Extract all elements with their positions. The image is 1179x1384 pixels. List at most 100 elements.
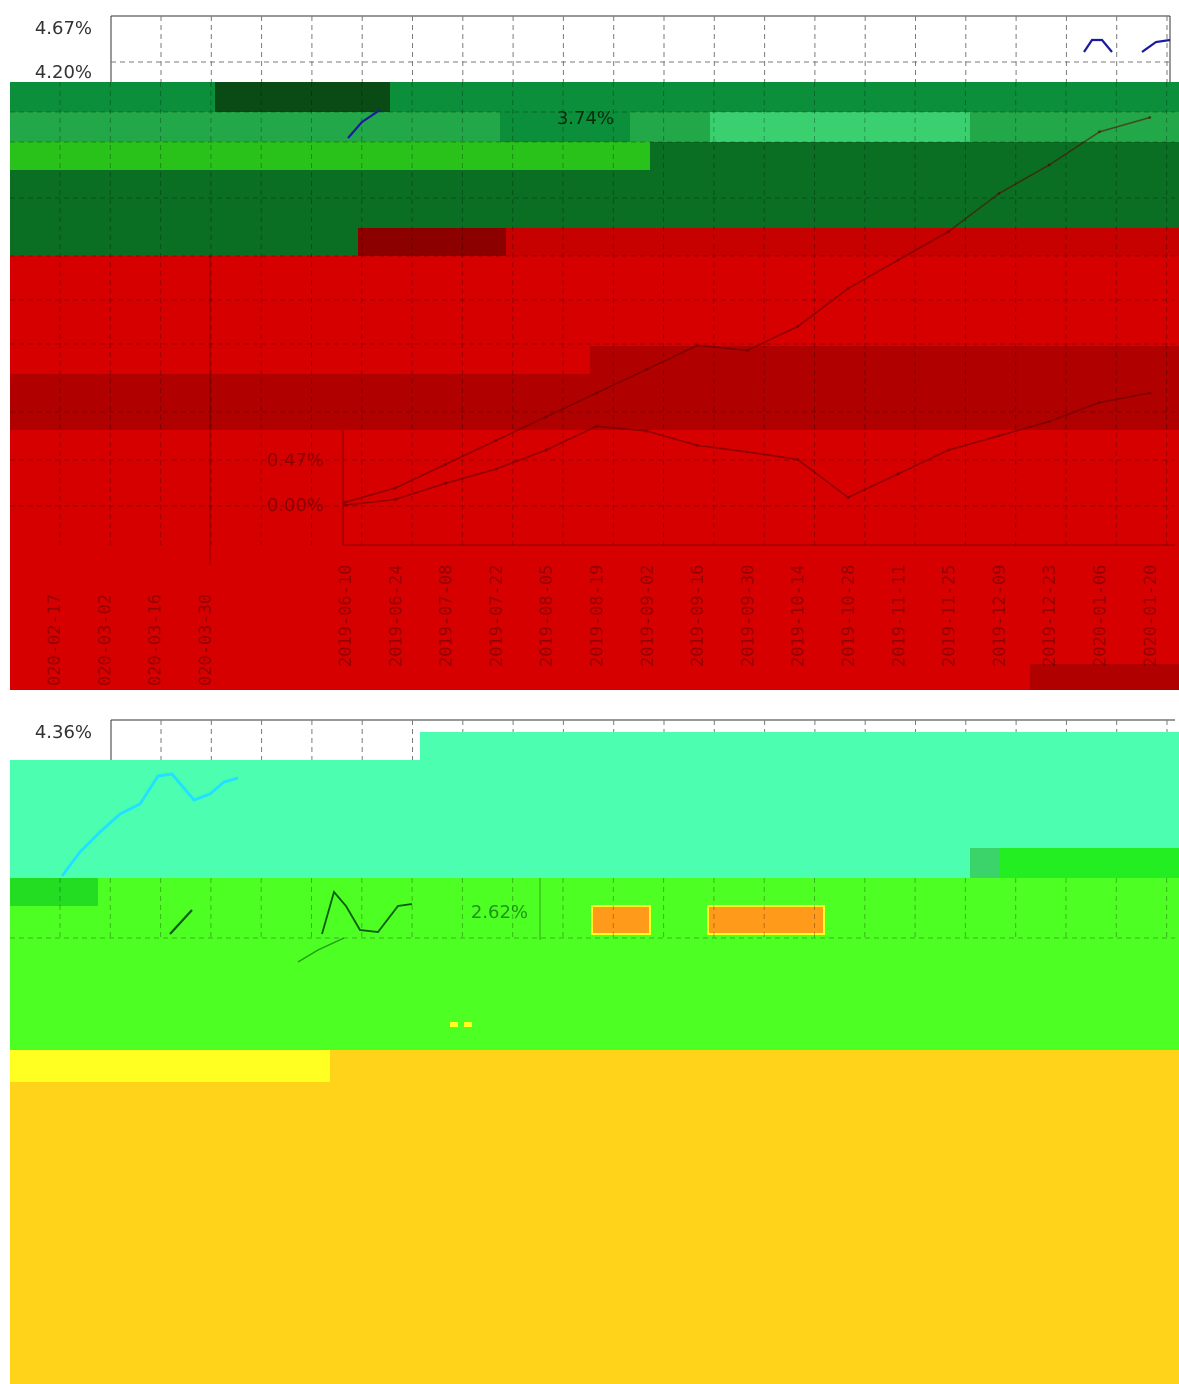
yellow-band	[330, 1050, 1179, 1384]
y-tick-label: 0.47%	[267, 450, 324, 471]
chart-panel-bottom: 4.36% 2.62%	[0, 700, 1179, 1384]
lime-band	[10, 878, 1179, 1050]
bottom-dark-grid	[10, 878, 1175, 940]
series-point	[494, 467, 498, 471]
series-segment-green	[321, 890, 413, 935]
series-point	[544, 415, 548, 419]
y-tick-label: 2.62%	[471, 902, 528, 923]
x-tick-label: 2019-07-08	[437, 565, 457, 667]
cyan-strip	[420, 732, 1179, 760]
series-line-cyan	[60, 772, 239, 877]
green-corner-left	[10, 878, 98, 906]
top-series-group	[343, 38, 1171, 507]
light-green-block	[710, 112, 970, 142]
series-point	[494, 439, 498, 442]
series-point	[1098, 401, 1101, 404]
series-segment-green	[169, 909, 193, 935]
y-tick-label: 3.74%	[557, 108, 614, 129]
x-tick-label: 2020-01-06	[1091, 565, 1111, 667]
series-point	[343, 503, 347, 507]
series-point	[997, 434, 1001, 438]
series-point	[1148, 116, 1152, 119]
x-tick-label: 020-03-16	[146, 594, 166, 686]
red-strip	[506, 228, 1179, 256]
series-point	[444, 481, 448, 485]
dark-green-block-2	[650, 142, 1179, 170]
maroon-block	[358, 228, 506, 256]
series-point	[645, 367, 649, 371]
x-tick-label: 2019-07-22	[487, 565, 507, 667]
y-tick-label: 4.20%	[35, 62, 92, 83]
series-point	[1148, 391, 1152, 395]
x-tick-label: 020-02-17	[45, 594, 65, 686]
series-point	[444, 462, 448, 466]
dark-red-corner	[1030, 664, 1179, 690]
yellow-bright-band	[10, 1050, 330, 1082]
x-tick-labels: 2019-06-10 2019-06-24 2019-07-08 2019-07-22…	[45, 565, 1161, 686]
dark-red-band	[10, 374, 1179, 430]
bottom-series-group	[60, 772, 413, 963]
series-point	[343, 500, 347, 504]
red-band	[10, 256, 1179, 690]
dark-green-block	[215, 82, 390, 112]
x-tick-label: 2019-10-14	[789, 565, 809, 667]
series-point	[695, 443, 699, 447]
x-tick-label: 2019-12-23	[1040, 565, 1060, 667]
series-point	[846, 287, 850, 290]
series-point	[393, 497, 397, 501]
series-point	[846, 496, 850, 499]
series-point	[947, 230, 951, 233]
top-white-grid	[111, 16, 1170, 82]
series-point	[695, 344, 699, 347]
x-tick-label: 2019-06-24	[386, 565, 406, 667]
dark-green-band-left	[10, 228, 358, 256]
yellow-mark	[450, 1022, 458, 1027]
series-segment-blue	[347, 109, 381, 139]
x-tick-label: 2019-12-09	[990, 565, 1010, 667]
series-segment-green	[297, 937, 345, 963]
chart-bottom: 4.36% 2.62%	[0, 700, 1179, 1384]
x-tick-label: 2019-08-05	[537, 565, 557, 667]
series-point	[896, 472, 900, 476]
series-point	[544, 448, 548, 452]
y-tick-label: 4.67%	[35, 18, 92, 39]
series-segment-blue	[1083, 38, 1113, 53]
series-segment-blue	[1141, 38, 1171, 53]
bright-green-corner	[1000, 848, 1179, 878]
series-point	[595, 424, 598, 428]
x-tick-label: 2019-11-11	[889, 565, 909, 667]
orange-block	[591, 905, 651, 935]
x-tick-label: 2020-01-20	[1141, 565, 1161, 667]
series-point	[947, 448, 951, 452]
x-tick-label: 2019-10-28	[839, 565, 859, 667]
series-point	[1047, 420, 1051, 423]
series-point	[1098, 130, 1101, 134]
x-tick-label: 2019-09-30	[738, 565, 758, 667]
dark-red-strip	[590, 346, 1179, 374]
y-tick-label: 4.36%	[35, 722, 92, 743]
yellow-mark	[464, 1022, 472, 1027]
yellow-band-left	[10, 1082, 330, 1384]
series-point	[745, 348, 749, 352]
chart-panel-top: 4.67% 4.20% 3.74% 0.47% 0.00% 2019-06-10…	[0, 0, 1179, 690]
green-block-label	[500, 112, 630, 142]
dark-green-band	[10, 170, 1179, 228]
series-point	[645, 429, 649, 433]
series-point	[393, 486, 397, 490]
series-point	[896, 258, 900, 262]
y-tick-label: 0.00%	[267, 495, 324, 516]
series-point	[796, 458, 800, 461]
x-tick-label: 2019-06-10	[336, 565, 356, 667]
series-point	[1047, 163, 1051, 167]
x-tick-label: 2019-08-19	[588, 565, 608, 667]
orange-block	[707, 905, 825, 935]
green-band	[10, 82, 1179, 112]
series-point	[745, 450, 749, 454]
x-tick-label: 2019-09-16	[688, 565, 708, 667]
series-point	[595, 391, 598, 395]
series-point	[997, 192, 1001, 195]
x-tick-label: 020-03-02	[95, 594, 115, 686]
chart-top: 4.67% 4.20% 3.74% 0.47% 0.00% 2019-06-10…	[0, 0, 1179, 690]
x-tick-label: 2019-11-25	[940, 565, 960, 667]
series-point	[796, 325, 800, 328]
